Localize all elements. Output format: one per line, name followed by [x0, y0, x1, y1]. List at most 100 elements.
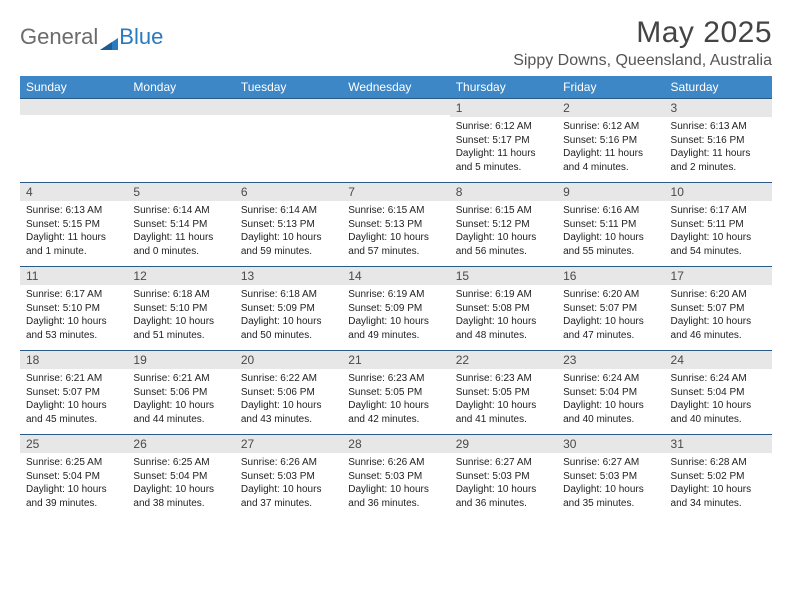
sunset-text: Sunset: 5:06 PM — [133, 386, 228, 400]
day-number: 26 — [127, 435, 234, 453]
day-content: Sunrise: 6:27 AMSunset: 5:03 PMDaylight:… — [557, 453, 664, 518]
calendar-week-row: 1Sunrise: 6:12 AMSunset: 5:17 PMDaylight… — [20, 99, 772, 183]
calendar-day-cell: 9Sunrise: 6:16 AMSunset: 5:11 PMDaylight… — [557, 183, 664, 267]
calendar-day-cell: 21Sunrise: 6:23 AMSunset: 5:05 PMDayligh… — [342, 351, 449, 435]
sunrise-text: Sunrise: 6:24 AM — [563, 372, 658, 386]
sunrise-text: Sunrise: 6:13 AM — [671, 120, 766, 134]
calendar-day-cell: 19Sunrise: 6:21 AMSunset: 5:06 PMDayligh… — [127, 351, 234, 435]
day-number: 21 — [342, 351, 449, 369]
sunset-text: Sunset: 5:04 PM — [671, 386, 766, 400]
sunset-text: Sunset: 5:08 PM — [456, 302, 551, 316]
day-content: Sunrise: 6:17 AMSunset: 5:10 PMDaylight:… — [20, 285, 127, 350]
day-content: Sunrise: 6:22 AMSunset: 5:06 PMDaylight:… — [235, 369, 342, 434]
calendar-day-cell — [235, 99, 342, 183]
calendar-day-cell: 5Sunrise: 6:14 AMSunset: 5:14 PMDaylight… — [127, 183, 234, 267]
day-number: 16 — [557, 267, 664, 285]
day-number: 14 — [342, 267, 449, 285]
calendar-day-cell: 30Sunrise: 6:27 AMSunset: 5:03 PMDayligh… — [557, 435, 664, 519]
dow-friday: Friday — [557, 76, 664, 99]
day-number: 12 — [127, 267, 234, 285]
sunset-text: Sunset: 5:06 PM — [241, 386, 336, 400]
day-content: Sunrise: 6:21 AMSunset: 5:07 PMDaylight:… — [20, 369, 127, 434]
daylight-text: Daylight: 11 hours and 4 minutes. — [563, 147, 658, 174]
day-content: Sunrise: 6:12 AMSunset: 5:16 PMDaylight:… — [557, 117, 664, 182]
sunset-text: Sunset: 5:03 PM — [456, 470, 551, 484]
day-number: 15 — [450, 267, 557, 285]
sunrise-text: Sunrise: 6:28 AM — [671, 456, 766, 470]
logo: General Blue — [20, 16, 163, 50]
dow-monday: Monday — [127, 76, 234, 99]
calendar-day-cell: 8Sunrise: 6:15 AMSunset: 5:12 PMDaylight… — [450, 183, 557, 267]
sunset-text: Sunset: 5:07 PM — [563, 302, 658, 316]
calendar-day-cell: 16Sunrise: 6:20 AMSunset: 5:07 PMDayligh… — [557, 267, 664, 351]
day-content — [342, 115, 449, 177]
month-title: May 2025 — [513, 16, 772, 50]
calendar-week-row: 11Sunrise: 6:17 AMSunset: 5:10 PMDayligh… — [20, 267, 772, 351]
sunrise-text: Sunrise: 6:12 AM — [563, 120, 658, 134]
dow-thursday: Thursday — [450, 76, 557, 99]
sunrise-text: Sunrise: 6:14 AM — [241, 204, 336, 218]
sunrise-text: Sunrise: 6:26 AM — [348, 456, 443, 470]
calendar-day-cell — [20, 99, 127, 183]
calendar-day-cell: 26Sunrise: 6:25 AMSunset: 5:04 PMDayligh… — [127, 435, 234, 519]
day-content: Sunrise: 6:14 AMSunset: 5:14 PMDaylight:… — [127, 201, 234, 266]
day-content: Sunrise: 6:25 AMSunset: 5:04 PMDaylight:… — [127, 453, 234, 518]
day-number: 4 — [20, 183, 127, 201]
sunrise-text: Sunrise: 6:12 AM — [456, 120, 551, 134]
day-content: Sunrise: 6:15 AMSunset: 5:13 PMDaylight:… — [342, 201, 449, 266]
day-number: 6 — [235, 183, 342, 201]
sunset-text: Sunset: 5:13 PM — [241, 218, 336, 232]
sunrise-text: Sunrise: 6:18 AM — [241, 288, 336, 302]
sunrise-text: Sunrise: 6:22 AM — [241, 372, 336, 386]
calendar-day-cell: 24Sunrise: 6:24 AMSunset: 5:04 PMDayligh… — [665, 351, 772, 435]
sunrise-text: Sunrise: 6:21 AM — [26, 372, 121, 386]
day-number: 11 — [20, 267, 127, 285]
sunrise-text: Sunrise: 6:18 AM — [133, 288, 228, 302]
day-number: 18 — [20, 351, 127, 369]
sunrise-text: Sunrise: 6:17 AM — [671, 204, 766, 218]
day-number: 28 — [342, 435, 449, 453]
daylight-text: Daylight: 10 hours and 51 minutes. — [133, 315, 228, 342]
title-block: May 2025 Sippy Downs, Queensland, Austra… — [513, 16, 772, 70]
day-content: Sunrise: 6:28 AMSunset: 5:02 PMDaylight:… — [665, 453, 772, 518]
day-number: 7 — [342, 183, 449, 201]
calendar-day-cell: 11Sunrise: 6:17 AMSunset: 5:10 PMDayligh… — [20, 267, 127, 351]
day-number: 22 — [450, 351, 557, 369]
daylight-text: Daylight: 10 hours and 59 minutes. — [241, 231, 336, 258]
sunrise-text: Sunrise: 6:23 AM — [456, 372, 551, 386]
sunrise-text: Sunrise: 6:15 AM — [348, 204, 443, 218]
sunrise-text: Sunrise: 6:21 AM — [133, 372, 228, 386]
daylight-text: Daylight: 10 hours and 57 minutes. — [348, 231, 443, 258]
day-content — [127, 115, 234, 177]
day-number: 17 — [665, 267, 772, 285]
day-content: Sunrise: 6:25 AMSunset: 5:04 PMDaylight:… — [20, 453, 127, 518]
sunrise-text: Sunrise: 6:19 AM — [456, 288, 551, 302]
sunset-text: Sunset: 5:16 PM — [671, 134, 766, 148]
calendar-day-cell: 12 Sunrise: 6:18 AMSunset: 5:10 PMDayligh… — [127, 267, 234, 351]
daylight-text: Daylight: 10 hours and 54 minutes. — [671, 231, 766, 258]
calendar-day-cell: 1Sunrise: 6:12 AMSunset: 5:17 PMDaylight… — [450, 99, 557, 183]
sunrise-text: Sunrise: 6:25 AM — [26, 456, 121, 470]
calendar-day-cell — [127, 99, 234, 183]
day-content: Sunrise: 6:26 AMSunset: 5:03 PMDaylight:… — [235, 453, 342, 518]
daylight-text: Daylight: 10 hours and 48 minutes. — [456, 315, 551, 342]
sunset-text: Sunset: 5:03 PM — [348, 470, 443, 484]
sunset-text: Sunset: 5:07 PM — [26, 386, 121, 400]
daylight-text: Daylight: 10 hours and 34 minutes. — [671, 483, 766, 510]
sunset-text: Sunset: 5:13 PM — [348, 218, 443, 232]
sunset-text: Sunset: 5:04 PM — [26, 470, 121, 484]
sunset-text: Sunset: 5:09 PM — [348, 302, 443, 316]
calendar-day-cell: 17Sunrise: 6:20 AMSunset: 5:07 PMDayligh… — [665, 267, 772, 351]
calendar-day-cell: 10Sunrise: 6:17 AMSunset: 5:11 PMDayligh… — [665, 183, 772, 267]
day-content: Sunrise: 6:14 AMSunset: 5:13 PMDaylight:… — [235, 201, 342, 266]
day-content: Sunrise: 6:27 AMSunset: 5:03 PMDaylight:… — [450, 453, 557, 518]
sunrise-text: Sunrise: 6:17 AM — [26, 288, 121, 302]
sunset-text: Sunset: 5:03 PM — [563, 470, 658, 484]
calendar-day-cell: 4Sunrise: 6:13 AMSunset: 5:15 PMDaylight… — [20, 183, 127, 267]
sunset-text: Sunset: 5:10 PM — [133, 302, 228, 316]
daylight-text: Daylight: 10 hours and 41 minutes. — [456, 399, 551, 426]
dow-tuesday: Tuesday — [235, 76, 342, 99]
day-number: 25 — [20, 435, 127, 453]
sunset-text: Sunset: 5:16 PM — [563, 134, 658, 148]
sunrise-text: Sunrise: 6:16 AM — [563, 204, 658, 218]
